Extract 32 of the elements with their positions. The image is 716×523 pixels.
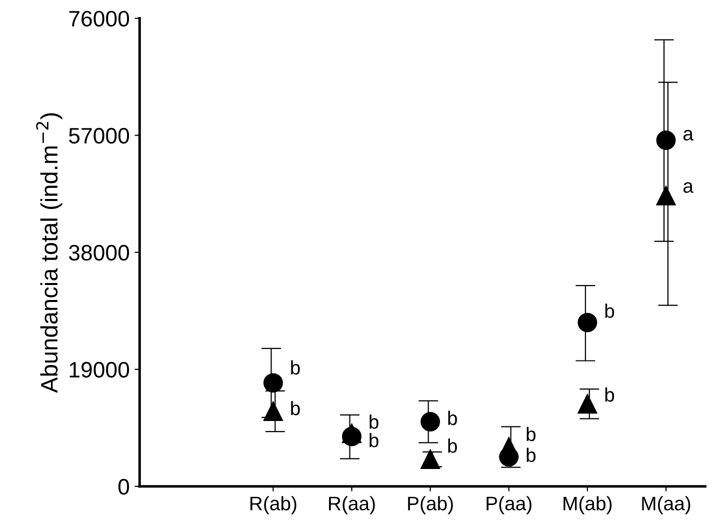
x-tick-label: M(ab) [564, 496, 612, 514]
point [656, 130, 676, 150]
x-tick-label: P(aa) [486, 496, 532, 514]
annotation: b [370, 432, 378, 448]
annotation: b [526, 426, 536, 442]
annotation: a [683, 182, 694, 193]
y-tick-label: 0 [118, 478, 130, 495]
annotation: b [605, 304, 614, 318]
y-axis-title: Abundancia total (ind.m$^{−2}$) [36, 113, 62, 393]
point [263, 373, 283, 393]
point [578, 312, 598, 332]
y-tick-label: 76000 [69, 10, 130, 27]
y-tick-label: 19000 [70, 362, 130, 378]
x-tick-label: P(ab) [408, 496, 453, 514]
y-tick-label: 38000 [68, 244, 130, 261]
annotation: b [291, 360, 300, 375]
y-tick-label: 57000 [69, 128, 130, 144]
annotation: b [448, 410, 457, 426]
annotation: b [605, 387, 614, 402]
point [656, 186, 676, 206]
annotation: a [683, 130, 694, 141]
annotation: b [291, 400, 300, 416]
point [578, 394, 598, 414]
x-tick-label: M(aa) [642, 496, 690, 514]
x-tick-label: R(aa) [329, 496, 375, 514]
annotation: b [448, 438, 457, 453]
point [342, 426, 362, 446]
annotation: b [370, 414, 378, 429]
x-tick-label: R(ab) [250, 496, 296, 514]
annotation: b [526, 448, 536, 462]
point [420, 412, 440, 432]
point [263, 402, 283, 421]
